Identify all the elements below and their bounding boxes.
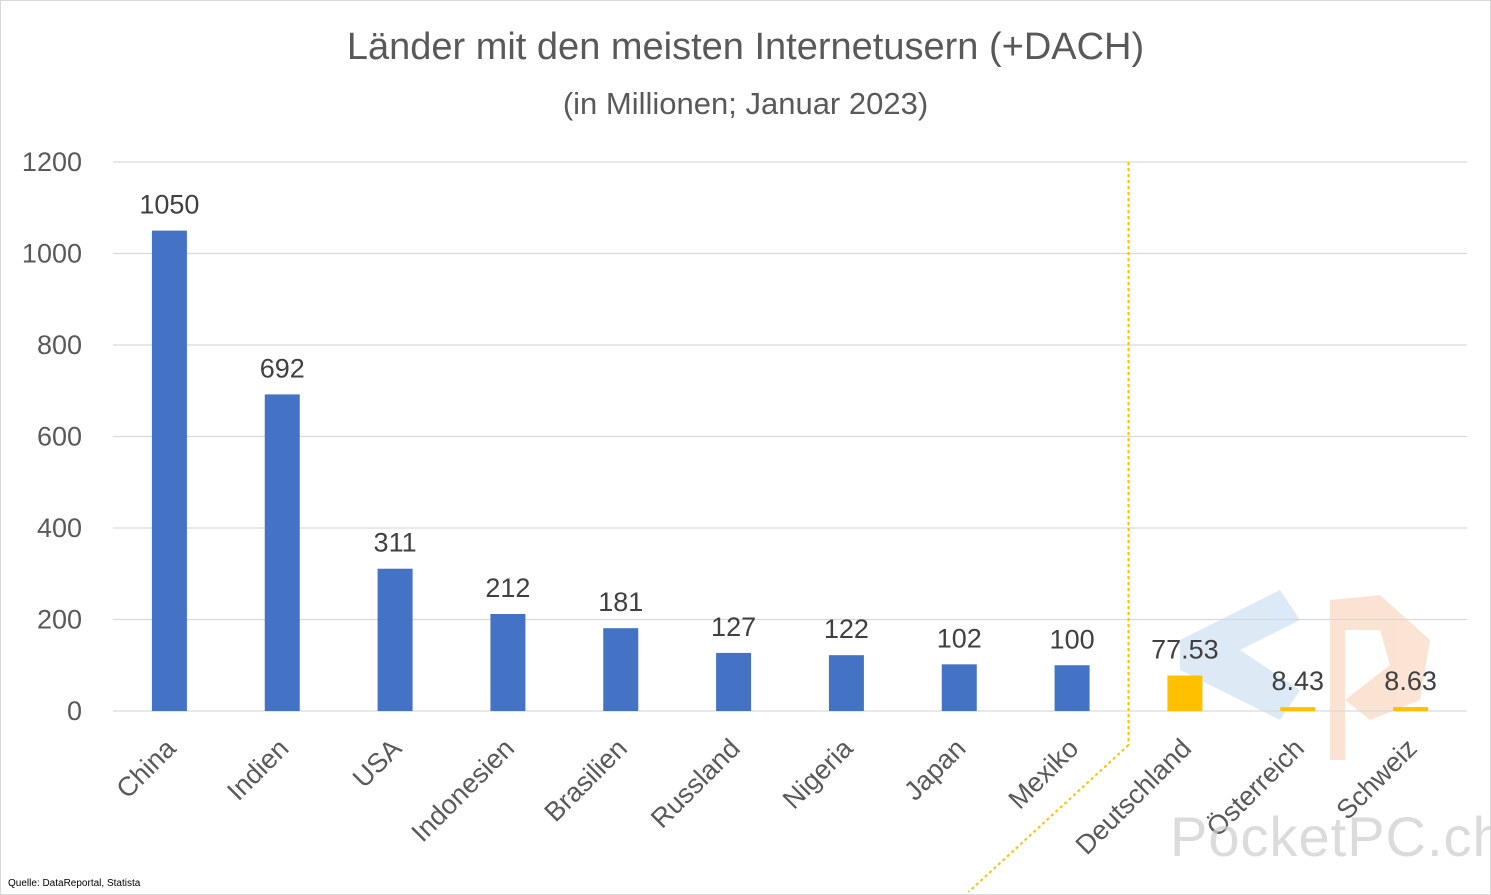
x-tick-label: Russland	[645, 733, 746, 834]
bar-china	[151, 230, 187, 711]
y-tick-label: 0	[67, 696, 82, 726]
data-label: 122	[824, 614, 869, 644]
source-note: Quelle: DataReportal, Statista	[8, 878, 141, 889]
x-tick-label: Nigeria	[777, 732, 859, 814]
watermark-text: PocketPC.ch	[1170, 805, 1491, 868]
y-tick-label: 1200	[22, 147, 82, 177]
chart-subtitle: (in Millionen; Januar 2023)	[562, 86, 929, 121]
data-label: 311	[374, 528, 417, 558]
data-label: 77.53	[1151, 635, 1219, 665]
y-tick-label: 600	[37, 422, 82, 452]
bars	[151, 230, 1429, 711]
bar-usa	[377, 568, 413, 711]
y-tick-label: 800	[37, 330, 82, 360]
bar-österreich	[1280, 707, 1316, 711]
chart-title: Länder mit den meisten Internetusern (+D…	[346, 26, 1145, 68]
data-label: 102	[937, 623, 982, 653]
bar-russland	[716, 652, 752, 711]
data-label: 212	[485, 573, 530, 603]
y-tick-label: 400	[37, 513, 82, 543]
watermark-logo	[1180, 590, 1430, 760]
bar-nigeria	[828, 655, 864, 711]
x-tick-label: USA	[347, 733, 407, 793]
dach-separator-diagonal	[967, 744, 1130, 893]
data-label: 8.63	[1384, 666, 1437, 696]
bar-deutschland	[1167, 675, 1203, 711]
bar-indien	[264, 394, 300, 711]
x-tick-label: Indonesien	[406, 733, 521, 848]
x-tick-label: Japan	[898, 733, 971, 806]
data-label: 127	[711, 612, 756, 642]
bar-schweiz	[1393, 707, 1429, 711]
bar-indonesien	[490, 614, 526, 711]
data-labels: 1050 692 311 212 181 127 122 102 100 77.53 8.43 8.6…	[139, 190, 1436, 697]
data-label: 1050	[139, 190, 199, 220]
x-tick-label: Indien	[221, 733, 294, 806]
y-tick-label: 1000	[22, 239, 82, 269]
bar-brasilien	[603, 628, 639, 711]
y-axis-ticks: 0 200 400 600 800 1000 1200	[22, 147, 82, 726]
data-label: 181	[598, 587, 643, 617]
gridlines	[113, 161, 1467, 712]
x-tick-label: Mexiko	[1003, 733, 1085, 815]
data-label: 100	[1050, 624, 1095, 654]
x-tick-label: Brasilien	[539, 733, 633, 827]
bar-mexiko	[1054, 665, 1090, 711]
bar-japan	[941, 664, 977, 711]
y-tick-label: 200	[37, 605, 82, 635]
data-label: 8.43	[1271, 666, 1324, 696]
x-tick-label: China	[111, 732, 183, 804]
data-label: 692	[260, 353, 305, 383]
